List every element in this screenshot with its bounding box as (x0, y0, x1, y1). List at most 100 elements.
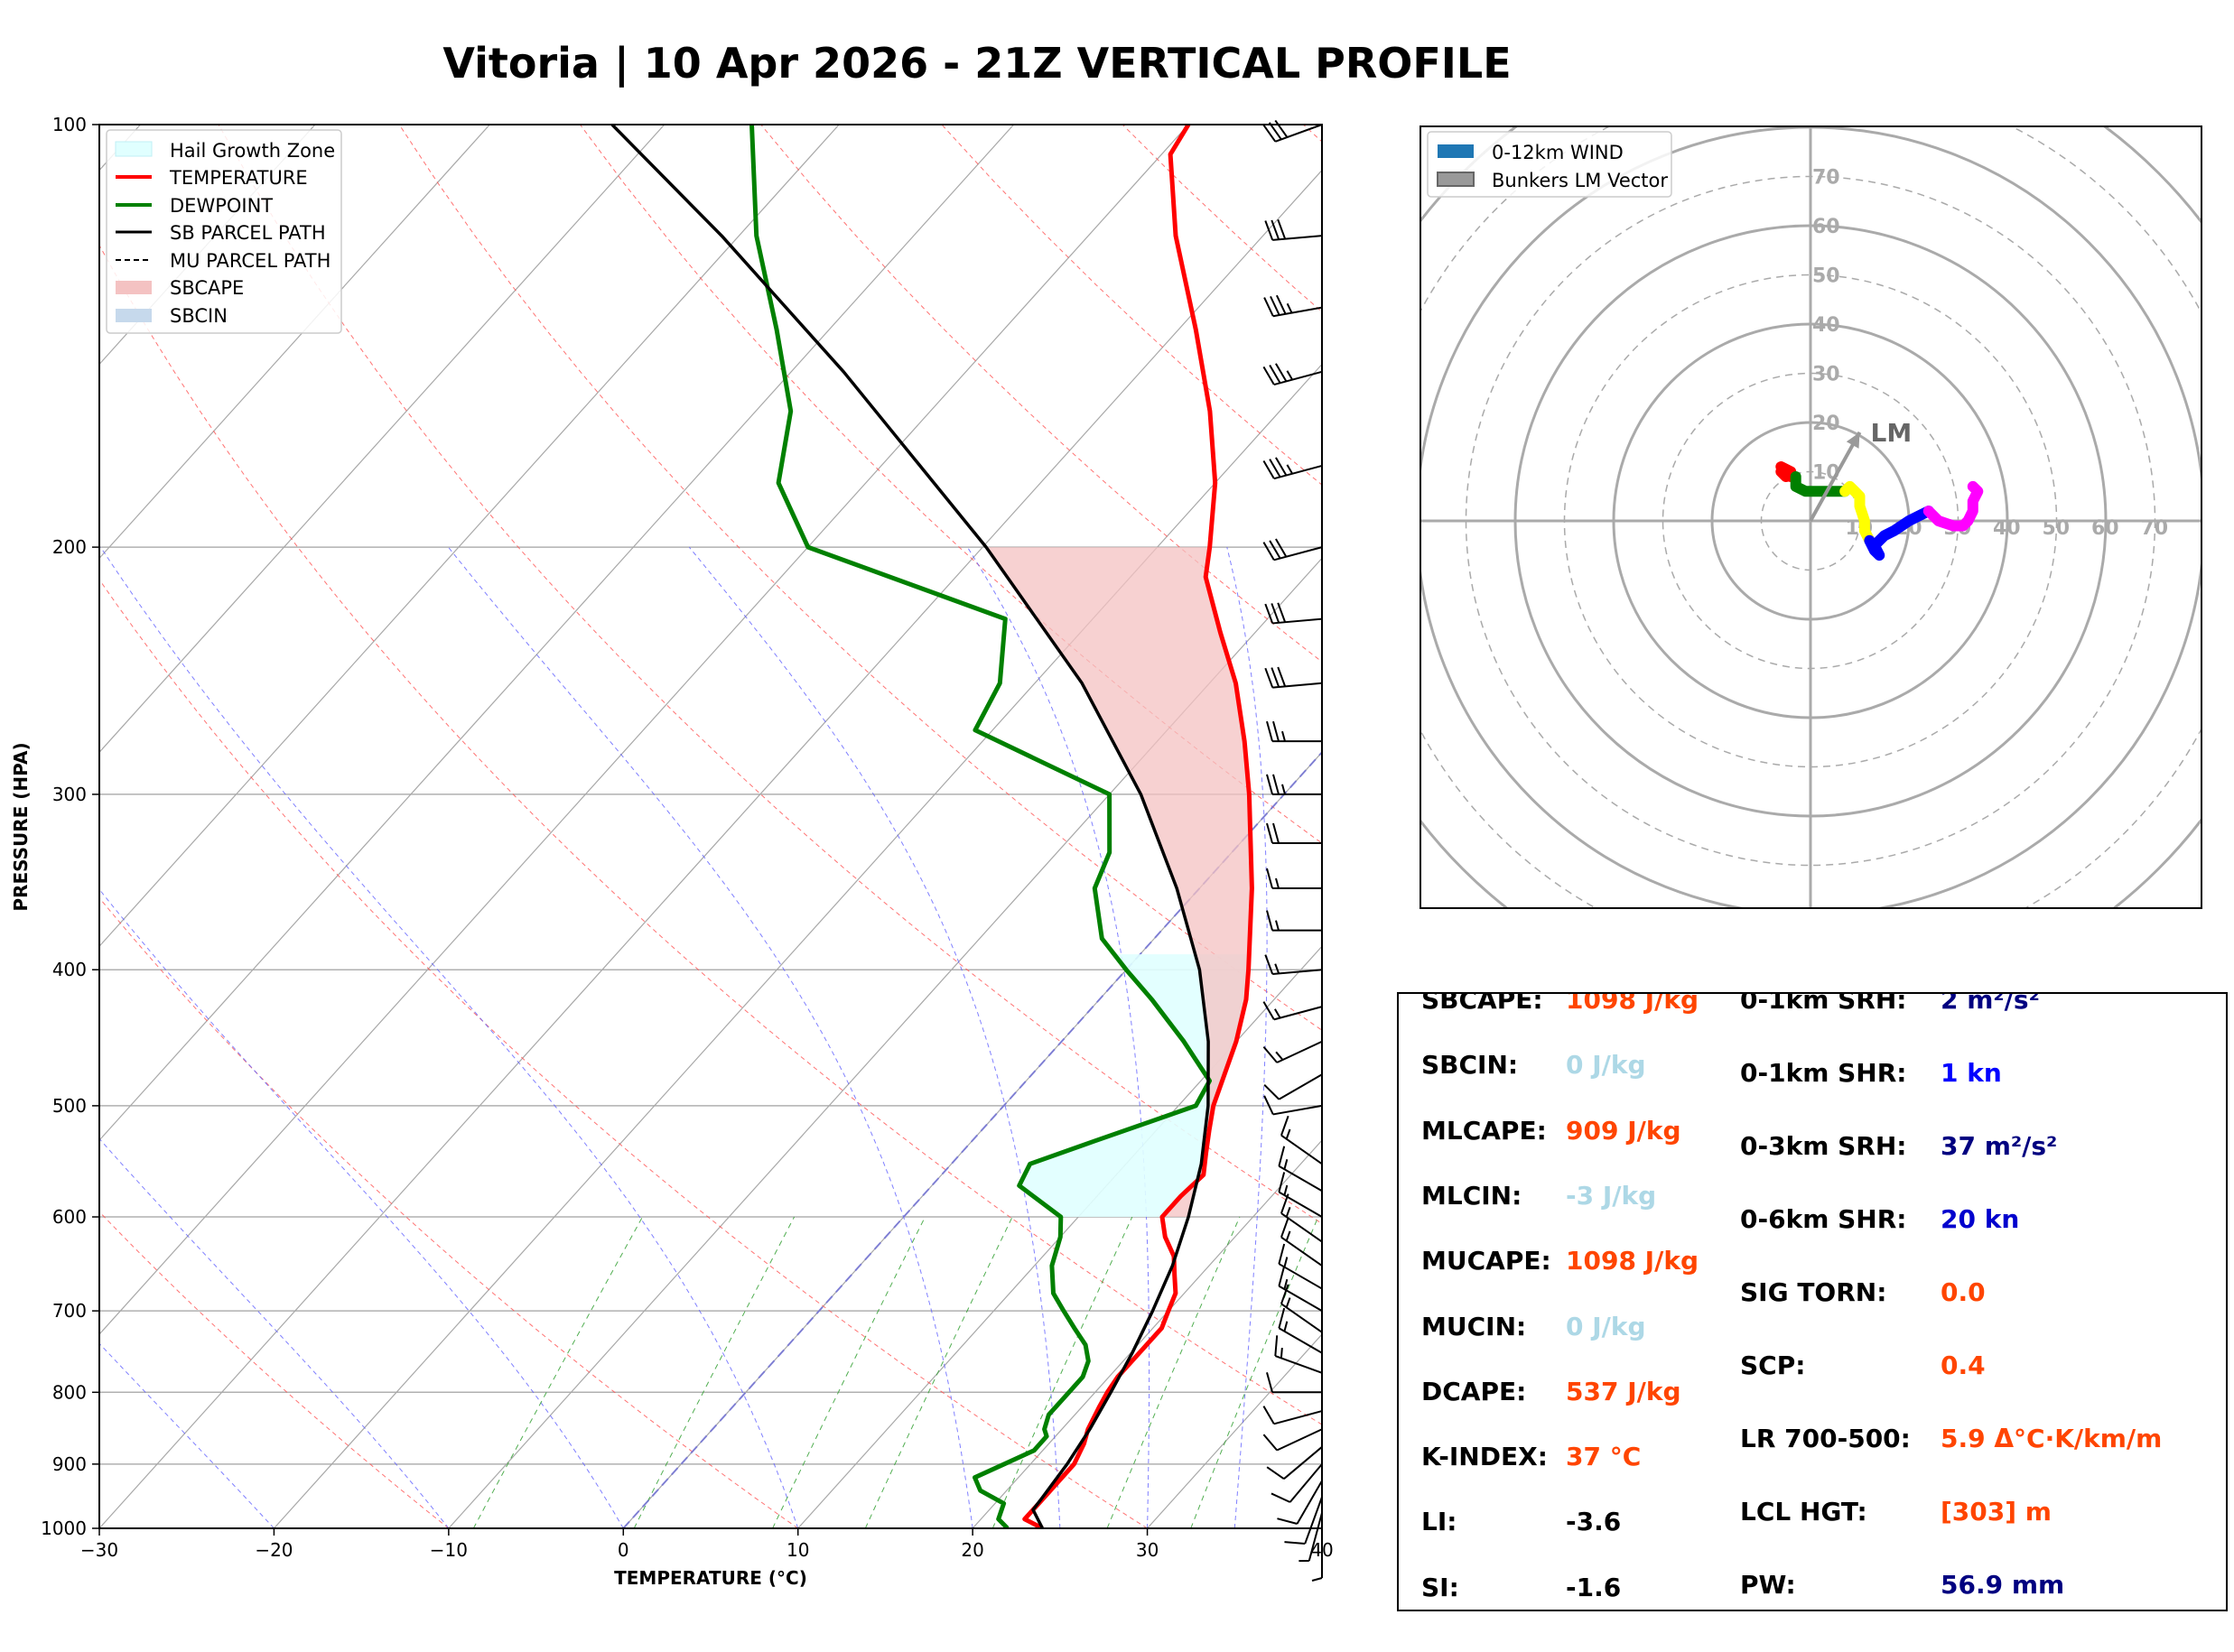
barb-shaft (1274, 124, 1323, 143)
mixing-ratio-line (633, 1216, 796, 1528)
barb-shaft (1280, 1212, 1323, 1243)
barb-flag (1264, 667, 1274, 688)
mixing-ratio-line (1106, 1216, 1241, 1528)
barb-flag (1262, 542, 1275, 561)
y-tick-label: 400 (52, 959, 87, 980)
hodograph-ring-label-v: 20 (1812, 413, 1840, 435)
y-tick-label: 500 (52, 1095, 87, 1117)
barb-flag (1280, 1284, 1289, 1304)
legend-swatch-wind (1438, 144, 1474, 158)
isotherm (972, 1139, 1322, 1528)
barb-half-flag (1283, 1184, 1289, 1196)
hodograph-point (1869, 541, 1879, 551)
param-left-label: SBCIN: (1421, 1050, 1519, 1081)
wind-barb (1284, 1497, 1323, 1545)
hodograph-ring-label-u: 50 (2043, 517, 2071, 540)
freezing-isotherm (622, 750, 1322, 1528)
mixing-ratio-line (772, 1216, 926, 1528)
barb-shaft (1276, 1040, 1323, 1063)
storm-motion-label: LM (1871, 418, 1913, 448)
barb-shaft (1272, 306, 1323, 318)
figure-title: Vitoria | 10 Apr 2026 - 21Z VERTICAL PRO… (442, 39, 1511, 88)
barb-flag (1280, 1115, 1289, 1137)
barb-flag (1271, 667, 1280, 688)
param-left-label: SI: (1421, 1572, 1459, 1602)
wind-barb (1274, 1335, 1323, 1374)
wind-barb (1262, 538, 1323, 561)
param-right-label: 0-3km SRH: (1740, 1131, 1907, 1161)
barb-flag (1278, 1266, 1286, 1286)
barb-half-flag (1283, 1278, 1289, 1290)
wind-barb (1262, 119, 1323, 143)
barb-half-flag (1285, 1128, 1291, 1140)
wind-barb (1263, 294, 1323, 318)
barb-flag (1263, 297, 1274, 317)
wind-barb (1266, 822, 1322, 844)
temperature-line (1022, 125, 1254, 1528)
barb-flag (1274, 119, 1289, 138)
param-right-label: PW: (1740, 1570, 1796, 1600)
barb-half-flag (1274, 963, 1280, 974)
hodograph-point (1815, 487, 1825, 497)
param-left-value: -1.6 (1566, 1572, 1622, 1602)
hodograph-point (1776, 467, 1786, 477)
legend-swatch-hgz (115, 141, 153, 157)
barb-half-flag (1286, 464, 1294, 475)
hodograph-point (1904, 516, 1913, 525)
wind-barb (1264, 602, 1323, 625)
x-tick-label: −20 (255, 1539, 293, 1561)
hodograph-ring-label-v: 60 (1812, 216, 1840, 238)
barb-shaft (1289, 1463, 1323, 1503)
y-tick-label: 100 (52, 114, 87, 135)
barb-flag (1278, 1243, 1286, 1265)
mixing-ratio-line (991, 1216, 1133, 1528)
hodograph-point (1968, 497, 1978, 506)
legend-mu-parcel-path: MU PARCEL PATH (170, 250, 330, 272)
wind-barb (1278, 1146, 1323, 1193)
dry-adiabat (99, 1211, 450, 1528)
barb-flag (1271, 603, 1280, 624)
barb-flag (1271, 219, 1280, 240)
skewt-frame (98, 124, 1323, 1529)
mixing-ratio-line (864, 1216, 1013, 1528)
param-left-value: 537 J/kg (1566, 1376, 1681, 1406)
barb-flag (1278, 1307, 1286, 1329)
bunkers-lm-arrowhead (1846, 432, 1860, 449)
param-right-label: SCP: (1740, 1350, 1806, 1380)
wind-barb (1266, 1446, 1323, 1480)
barb-half-flag (1285, 1297, 1291, 1308)
param-left-value: 0 J/kg (1566, 1050, 1646, 1081)
param-left-value: 37 °C (1566, 1442, 1642, 1472)
barb-shaft (1273, 546, 1323, 561)
moist-adiabat (99, 1342, 275, 1528)
wind-barb (1263, 1095, 1323, 1116)
param-right-value: 56.9 mm (1941, 1570, 2065, 1600)
hodograph-point (1801, 487, 1810, 497)
param-left-label: SBCAPE: (1421, 992, 1543, 1015)
skewt-background-lines (99, 125, 1322, 1528)
moist-adiabat (448, 546, 973, 1528)
barb-flag (1269, 459, 1281, 478)
barb-shaft (1272, 682, 1323, 689)
barb-flag (1277, 602, 1287, 623)
hodograph-frame (1420, 125, 2202, 909)
legend-dewpoint: DEWPOINT (170, 195, 273, 217)
skewt-profile-lines (610, 125, 1254, 1528)
barb-shaft (1274, 1355, 1323, 1374)
wind-barb (1262, 1406, 1323, 1425)
skewt-diagram: −30 −20 −10 0 10 20 30 401002003004005006007008… (10, 114, 1334, 1589)
wind-barb (1266, 1372, 1322, 1394)
isotherm (797, 945, 1322, 1528)
hodograph-point (1889, 525, 1899, 535)
barb-flag (1262, 1045, 1278, 1063)
wind-barb (1280, 1115, 1323, 1165)
hodograph-legend: 0-12km WIND Bunkers LM Vector (1427, 131, 1672, 198)
wind-barb (1262, 1040, 1323, 1063)
y-tick-label: 800 (52, 1381, 87, 1403)
barb-shaft (1272, 1104, 1323, 1116)
hodograph-ring-label-v: 40 (1812, 314, 1840, 337)
wind-barbs (1262, 119, 1323, 1582)
barb-shaft (1280, 1236, 1323, 1267)
barb-flag (1269, 365, 1281, 384)
